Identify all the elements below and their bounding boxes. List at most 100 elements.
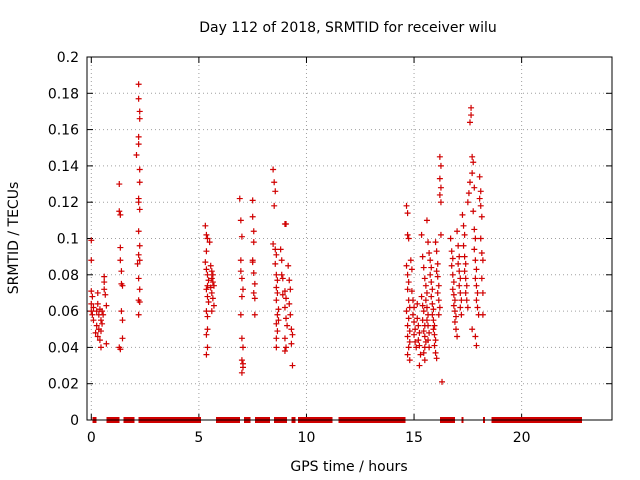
data-point — [456, 282, 463, 289]
data-point — [434, 273, 441, 280]
x-tick-label: 20 — [513, 430, 531, 446]
data-point — [450, 291, 457, 298]
data-point — [285, 262, 292, 269]
data-point — [454, 228, 461, 235]
data-point — [270, 166, 277, 173]
data-point — [270, 240, 277, 247]
data-point — [464, 199, 471, 206]
x-tick-label: 0 — [87, 430, 96, 446]
data-point — [411, 304, 418, 311]
data-point — [273, 335, 280, 342]
data-point — [431, 342, 438, 349]
data-point — [450, 302, 457, 309]
data-point — [88, 308, 95, 315]
data-point — [429, 300, 436, 307]
data-point — [420, 349, 427, 356]
data-point — [434, 289, 441, 296]
data-point — [273, 297, 280, 304]
x-tick-label: 5 — [194, 430, 203, 446]
data-point — [476, 173, 483, 180]
data-point — [251, 280, 258, 287]
data-point — [135, 228, 142, 235]
data-point — [203, 331, 210, 338]
data-point — [204, 344, 211, 351]
data-point — [463, 297, 470, 304]
data-point — [88, 237, 95, 244]
data-point — [281, 335, 288, 342]
data-point — [90, 304, 97, 311]
y-tick-label: 0 — [70, 413, 79, 429]
data-point — [281, 348, 288, 355]
data-point — [283, 315, 290, 322]
data-point — [206, 239, 213, 246]
data-point — [432, 337, 439, 344]
data-point — [418, 231, 425, 238]
data-point — [273, 320, 280, 327]
data-point — [458, 297, 465, 304]
data-point — [470, 208, 477, 215]
data-point — [462, 289, 469, 296]
data-point — [88, 288, 95, 295]
data-point — [406, 357, 413, 364]
data-point — [274, 289, 281, 296]
data-point — [455, 242, 462, 249]
data-point — [471, 246, 478, 253]
data-point — [428, 279, 435, 286]
data-point — [436, 304, 443, 311]
data-point — [275, 306, 282, 313]
data-point — [473, 282, 480, 289]
data-point — [408, 266, 415, 273]
data-point — [429, 286, 436, 293]
data-point — [136, 179, 143, 186]
data-point — [422, 297, 429, 304]
data-point — [421, 275, 428, 282]
data-point — [135, 275, 142, 282]
data-point — [420, 328, 427, 335]
data-point — [101, 286, 108, 293]
data-point — [474, 304, 481, 311]
data-point — [251, 295, 258, 302]
data-point — [251, 311, 258, 318]
data-point — [472, 275, 479, 282]
data-point — [468, 112, 475, 119]
data-point — [237, 268, 244, 275]
y-tick-label: 0.04 — [48, 340, 79, 356]
data-point — [427, 271, 434, 278]
data-point — [427, 257, 434, 264]
data-point — [411, 331, 418, 338]
data-point — [279, 291, 286, 298]
data-point — [435, 311, 442, 318]
data-point — [419, 253, 426, 260]
data-point — [94, 289, 101, 296]
data-point — [432, 349, 439, 356]
data-point — [135, 251, 142, 258]
data-point — [97, 317, 104, 324]
data-point — [236, 195, 243, 202]
data-point — [477, 235, 484, 242]
data-point — [422, 282, 429, 289]
data-point — [281, 288, 288, 295]
data-point — [466, 179, 473, 186]
data-point — [286, 300, 293, 307]
data-point — [118, 268, 125, 275]
data-point — [119, 282, 126, 289]
data-point — [407, 257, 414, 264]
data-point — [430, 317, 437, 324]
data-point — [479, 289, 486, 296]
data-point — [287, 286, 294, 293]
data-point — [278, 257, 285, 264]
y-axis-ticks: 0 0.02 0.04 0.06 0.08 0.1 0.12 0.14 0.16 0.18 0.2 — [48, 50, 612, 429]
data-point — [462, 260, 469, 267]
data-point — [409, 311, 416, 318]
data-point — [478, 250, 485, 257]
data-point — [472, 257, 479, 264]
data-point — [415, 337, 422, 344]
data-point — [403, 202, 410, 209]
data-point — [238, 357, 245, 364]
data-point — [202, 259, 209, 266]
data-point — [409, 297, 416, 304]
data-point — [250, 239, 257, 246]
data-point — [203, 266, 210, 273]
data-point — [423, 289, 430, 296]
data-point — [456, 253, 463, 260]
